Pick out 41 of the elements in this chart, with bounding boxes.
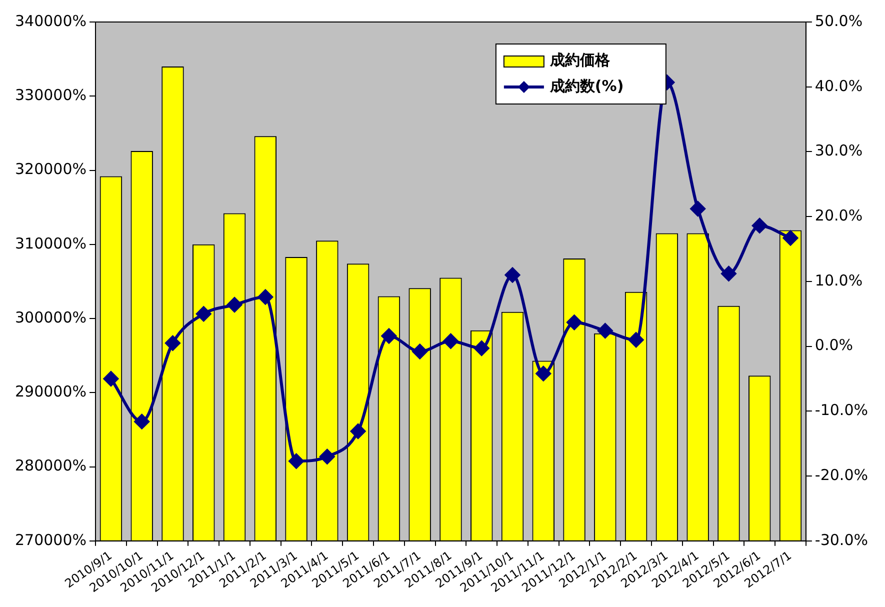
point: [320, 449, 335, 464]
point: [134, 414, 150, 430]
y2-tick-label: 50.0%: [814, 12, 863, 30]
point: [628, 332, 644, 348]
y-tick-label: 330000%: [15, 86, 87, 104]
point: [566, 314, 582, 330]
point: [536, 366, 551, 382]
y-tick-label: 300000%: [15, 308, 87, 326]
y2-tick-label: 30.0%: [814, 142, 863, 160]
y2-tick-label: -10.0%: [814, 401, 868, 420]
point: [505, 267, 520, 282]
legend-label: 成約数(%): [548, 76, 624, 95]
y2-tick-label: 40.0%: [814, 76, 863, 95]
point: [350, 424, 366, 439]
point: [412, 344, 428, 360]
point: [227, 297, 242, 312]
y2-tick-label: 0.0%: [814, 336, 854, 354]
point: [258, 290, 273, 305]
y-tick-label: 290000%: [15, 382, 87, 401]
y2-tick-label: -30.0%: [814, 530, 868, 549]
y2-tick-label: 20.0%: [814, 206, 863, 224]
point: [752, 218, 768, 234]
point: [288, 454, 304, 469]
point: [196, 306, 212, 322]
y-tick-label: 270000%: [15, 530, 87, 549]
point: [443, 334, 458, 349]
point: [474, 340, 490, 356]
point: [381, 328, 396, 344]
legend-label: 成約価格: [548, 50, 611, 69]
y-tick-label: 310000%: [15, 234, 87, 252]
point: [103, 371, 118, 386]
point: [165, 336, 180, 351]
y-tick-label: 280000%: [15, 456, 87, 475]
point: [690, 201, 706, 216]
y-tick-label: 340000%: [15, 12, 87, 30]
point: [721, 266, 736, 282]
y2-tick-label: -20.0%: [814, 466, 868, 484]
point: [598, 323, 613, 338]
y2-tick-label: 10.0%: [814, 271, 863, 290]
y-tick-label: 320000%: [15, 160, 87, 178]
point: [782, 230, 798, 246]
